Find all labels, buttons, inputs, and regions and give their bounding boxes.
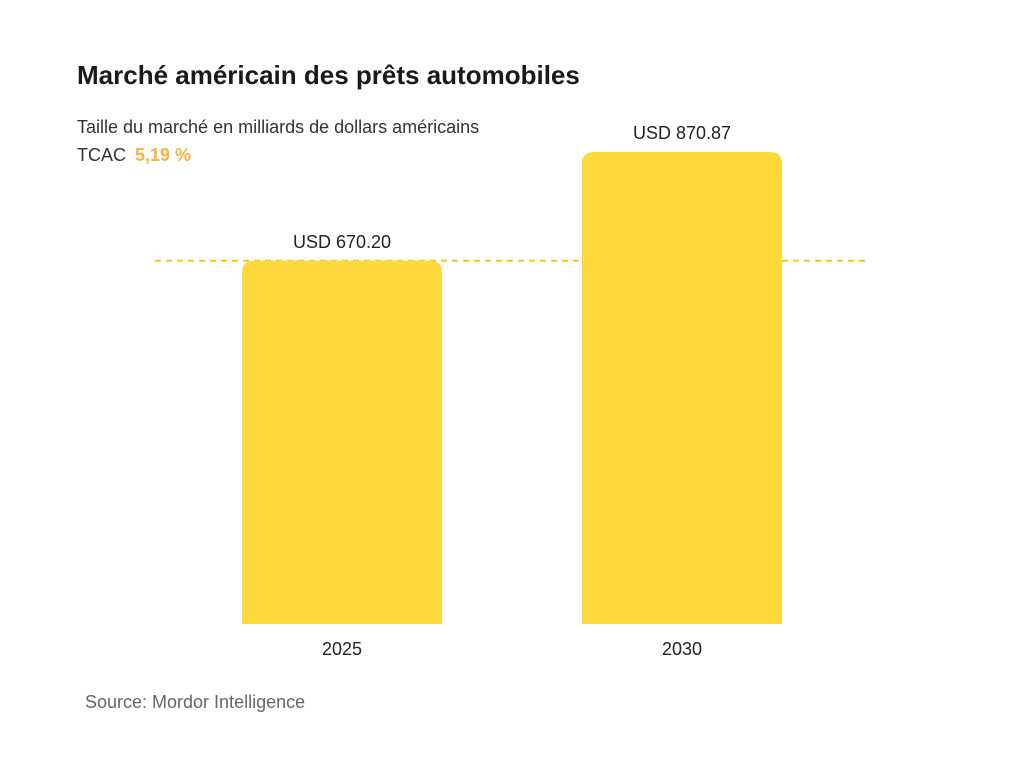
- bar-2030: [582, 152, 782, 624]
- x-tick-label-2030: 2030: [662, 639, 702, 659]
- cagr-value: 5,19 %: [135, 145, 192, 165]
- chart-title: Marché américain des prêts automobiles: [77, 60, 580, 90]
- cagr-line: TCAC 5,19 %: [77, 145, 191, 166]
- x-tick-label-2025: 2025: [322, 639, 362, 659]
- chart-subtitle: Taille du marché en milliards de dollars…: [77, 117, 480, 137]
- data-label-2025: USD 670.20: [293, 232, 391, 252]
- cagr-label: TCAC: [77, 145, 126, 165]
- bar-2025: [242, 260, 442, 624]
- data-label-2030: USD 870.87: [633, 123, 731, 143]
- source-note: Source: Mordor Intelligence: [85, 692, 306, 712]
